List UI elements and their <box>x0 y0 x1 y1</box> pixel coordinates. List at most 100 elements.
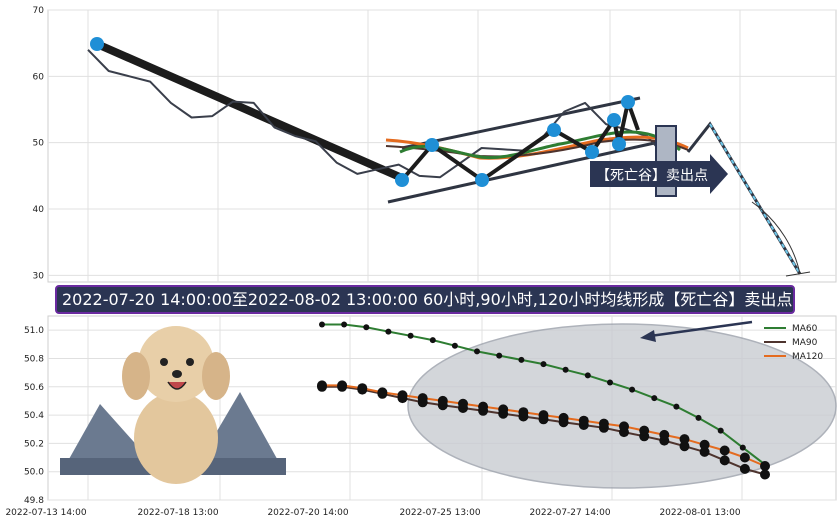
ma120-point <box>377 387 388 398</box>
poodle-head <box>138 326 214 402</box>
price-y-tick-label: 60 <box>33 72 45 82</box>
signal-arrow: 【死亡谷】卖出点 <box>590 154 728 194</box>
ma90-point <box>699 446 710 457</box>
price-series-line <box>87 49 669 179</box>
ma60-point <box>651 395 658 402</box>
legend-label-ma90: MA90 <box>792 338 818 348</box>
pointer-line <box>649 320 753 338</box>
ma-y-tick-label: 50.6 <box>24 383 44 393</box>
ma-panel: 51.0 50.8 50.6 50.4 50.2 50.0 49.8 2022-07-13 … <box>5 315 837 518</box>
ma120-point <box>397 390 408 401</box>
ma60-point <box>629 386 636 393</box>
pivot-marker <box>395 173 409 187</box>
ma60-point <box>562 366 569 373</box>
top-ma60-curve <box>399 130 681 160</box>
ma60-point <box>584 372 591 379</box>
ma120-point <box>719 445 730 456</box>
ma120-point <box>760 461 770 471</box>
mountain-left <box>60 404 150 475</box>
ma-y-tick-label: 51.0 <box>24 326 44 336</box>
poodle-body <box>134 392 218 484</box>
pivot-markers <box>90 37 635 187</box>
poodle-nose <box>172 370 182 378</box>
legend-label-ma120: MA120 <box>792 352 823 362</box>
channel-upper-line <box>401 96 641 150</box>
ma-x-tick-label: 2022-07-20 14:00 <box>267 508 348 518</box>
ma-y-tick-label: 50.0 <box>24 468 44 478</box>
ma60-point <box>474 348 480 355</box>
ma60-point <box>739 444 746 451</box>
ma60-point <box>363 324 370 331</box>
price-y-tick-label: 30 <box>33 271 45 281</box>
ma-x-ticks: 2022-07-13 14:00 2022-07-18 13:00 2022-07-… <box>5 508 740 518</box>
ma60-point <box>673 403 680 410</box>
ma120-point <box>337 380 348 391</box>
ma120-point <box>659 429 670 440</box>
ma-series <box>317 321 770 480</box>
signal-arrow-shape <box>590 154 728 194</box>
downtrend-line <box>93 40 406 182</box>
ma-y-tick-label: 50.8 <box>24 354 44 364</box>
price-y-ticks: 70 60 50 40 30 <box>33 6 45 281</box>
ma-x-tick-label: 2022-07-27 14:00 <box>529 508 610 518</box>
ma60-point <box>496 352 503 359</box>
projection-arc <box>751 201 801 275</box>
price-y-tick-label: 40 <box>33 205 45 215</box>
pivot-marker <box>90 37 104 51</box>
signal-label: 【死亡谷】卖出点 <box>596 168 708 184</box>
ma-legend: MA60 MA90 MA120 <box>764 324 823 362</box>
ma120-point <box>679 434 690 445</box>
ma60-point <box>717 427 724 434</box>
ma120-point <box>317 380 327 391</box>
pivot-marker <box>585 145 599 159</box>
ma90-point <box>760 469 770 480</box>
poodle-eye-right <box>186 358 194 366</box>
pivot-marker <box>547 123 561 137</box>
ma-y-tick-label: 50.2 <box>24 439 44 449</box>
ma-y-tick-label: 50.4 <box>24 411 44 421</box>
ma-x-tick-label: 2022-08-01 13:00 <box>659 508 740 518</box>
ma120-point <box>458 398 468 409</box>
ma120-point <box>699 439 710 450</box>
pivot-marker <box>475 173 489 187</box>
focus-ellipse <box>407 323 837 489</box>
ma60-point <box>429 337 436 344</box>
legend-label-ma60: MA60 <box>792 324 818 334</box>
banner-box <box>55 285 795 314</box>
ma-y-ticks: 51.0 50.8 50.6 50.4 50.2 50.0 49.8 <box>24 326 44 506</box>
pivot-marker <box>607 113 621 127</box>
pointer-head <box>640 330 656 342</box>
ma120-point <box>558 412 569 423</box>
ma60-point <box>518 356 525 363</box>
ma-x-tick-label: 2022-07-18 13:00 <box>137 508 218 518</box>
ma120-point <box>498 404 509 415</box>
ma90-point <box>679 441 690 452</box>
ma60-point <box>540 361 547 368</box>
ma60-point <box>451 342 458 349</box>
price-panel-frame <box>47 9 837 283</box>
poodle-eye-left <box>160 358 168 366</box>
pivot-marker <box>621 95 635 109</box>
ma60-point <box>319 321 325 328</box>
ma-y-tick-label: 49.8 <box>24 496 44 506</box>
ma120-point <box>578 415 589 426</box>
ma120-point <box>518 407 529 418</box>
pivot-marker <box>425 138 439 152</box>
projection-base <box>785 271 811 277</box>
ellipse-pointer <box>640 320 753 342</box>
poodle-mouth <box>167 381 187 390</box>
poodle-ear-right <box>202 352 230 400</box>
ma60-point <box>385 328 392 335</box>
ma120-point <box>619 421 629 432</box>
pivot-marker <box>612 137 626 151</box>
price-y-tick-label: 70 <box>33 6 45 16</box>
projection <box>686 121 811 277</box>
ma60-point <box>607 379 613 386</box>
ma60-point <box>695 414 702 421</box>
signal-banner: 2022-07-20 14:00:00至2022-08-02 13:00:00 … <box>55 285 795 314</box>
price-panel: 70 60 50 40 30 <box>33 6 837 283</box>
ma120-point <box>437 395 448 406</box>
ma120-point <box>639 425 650 436</box>
ma120-point <box>357 383 368 394</box>
